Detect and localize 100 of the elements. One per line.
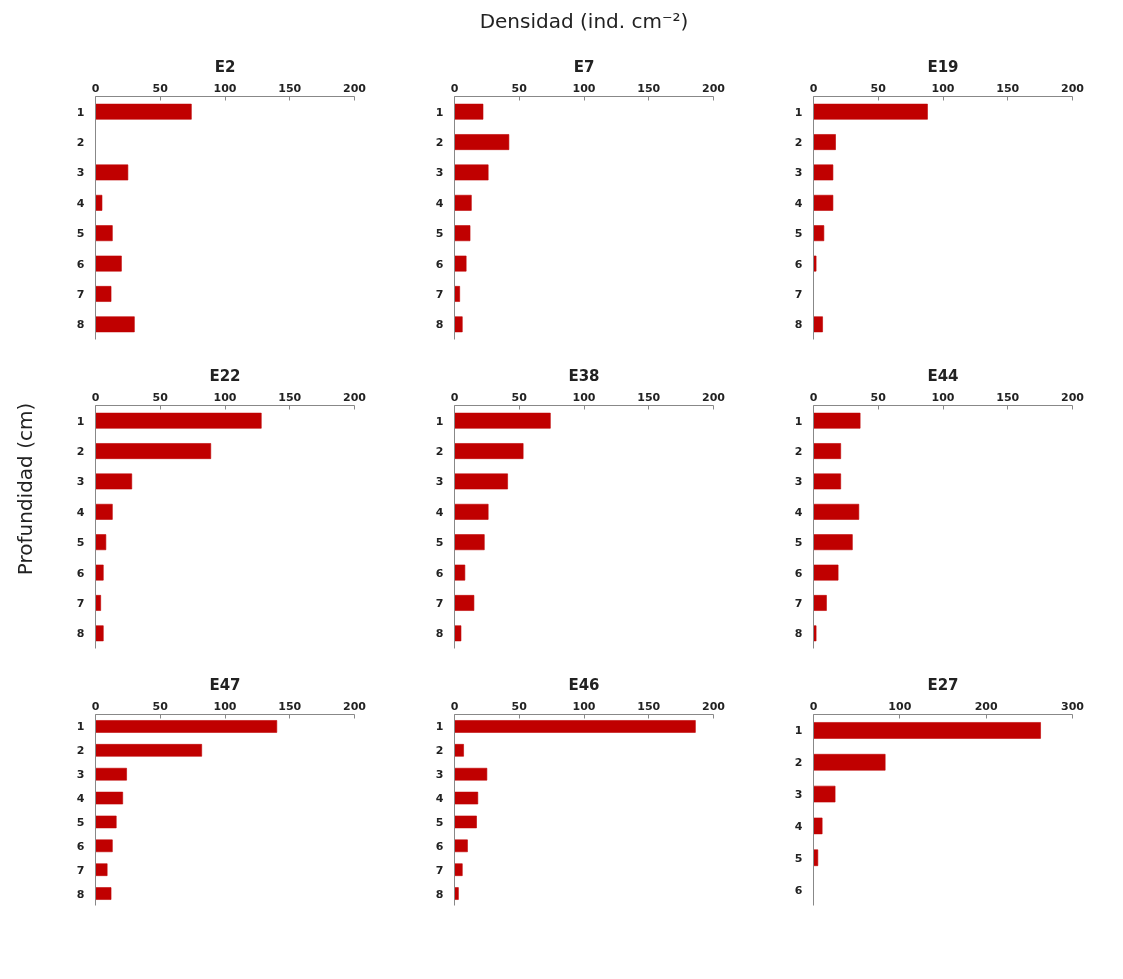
- bar: [454, 503, 489, 520]
- bar: [95, 503, 113, 520]
- x-tick-label: 100: [572, 699, 596, 713]
- bar: [454, 720, 696, 733]
- y-tick-label: 8: [76, 318, 85, 332]
- x-tick-label: 50: [511, 81, 528, 95]
- y-tick-label: 3: [76, 166, 85, 180]
- y-tick-label: 5: [794, 536, 803, 550]
- chart-title: E27: [927, 675, 959, 694]
- bar: [95, 255, 122, 272]
- x-tick-label: 150: [637, 699, 661, 713]
- bar: [454, 887, 459, 900]
- x-tick-label: 0: [450, 390, 459, 404]
- bar: [454, 134, 510, 150]
- y-tick-label: 5: [435, 815, 444, 829]
- y-tick-label: 1: [794, 724, 803, 738]
- y-tick-label: 2: [435, 136, 444, 150]
- y-tick-label: 4: [794, 196, 803, 210]
- bar: [813, 753, 886, 771]
- bar: [813, 564, 839, 581]
- x-tick-label: 0: [809, 699, 818, 713]
- y-tick-label: 6: [794, 566, 803, 580]
- y-tick-label: 1: [435, 720, 444, 734]
- x-tick-label: 50: [152, 390, 169, 404]
- x-tick-label: 0: [809, 81, 818, 95]
- y-tick-label: 3: [435, 475, 444, 489]
- bar: [454, 316, 463, 333]
- y-tick-label: 3: [794, 166, 803, 180]
- bar: [95, 720, 278, 733]
- bar: [813, 225, 825, 242]
- x-axis-title: Densidad (ind. cm⁻²): [479, 9, 689, 33]
- bar: [454, 412, 551, 429]
- bar: [454, 194, 472, 211]
- y-tick-label: 1: [435, 414, 444, 428]
- bar: [454, 164, 489, 181]
- bar: [813, 164, 834, 181]
- bar: [95, 103, 192, 120]
- y-tick-label: 7: [76, 596, 85, 610]
- y-tick-label: 5: [76, 815, 85, 829]
- bar: [454, 286, 460, 302]
- x-tick-label: 100: [572, 81, 596, 95]
- y-tick-label: 6: [794, 883, 803, 897]
- y-tick-label: 6: [76, 839, 85, 853]
- x-tick-label: 150: [278, 699, 302, 713]
- x-tick-label: 150: [637, 390, 661, 404]
- bar: [95, 767, 127, 781]
- y-tick-label: 1: [435, 105, 444, 119]
- bar: [95, 744, 202, 757]
- x-tick-label: 300: [1061, 699, 1085, 713]
- bar: [813, 595, 827, 611]
- y-tick-label: 3: [435, 768, 444, 782]
- x-tick-label: 150: [996, 390, 1020, 404]
- bar: [95, 164, 129, 181]
- x-tick-label: 200: [1061, 390, 1085, 404]
- bar: [95, 473, 133, 490]
- bar: [813, 625, 817, 642]
- chart-title: E47: [209, 675, 241, 694]
- x-tick-label: 50: [152, 699, 169, 713]
- bar: [454, 791, 479, 805]
- bar: [454, 863, 463, 876]
- y-tick-label: 6: [435, 839, 444, 853]
- x-tick-label: 200: [343, 390, 367, 404]
- y-tick-label: 2: [794, 445, 803, 459]
- y-tick-label: 7: [76, 863, 85, 877]
- bar: [454, 767, 488, 781]
- y-tick-label: 8: [76, 627, 85, 641]
- x-tick-label: 50: [511, 390, 528, 404]
- bar: [813, 503, 860, 520]
- y-tick-label: 5: [435, 227, 444, 241]
- y-tick-label: 7: [435, 596, 444, 610]
- bar: [454, 815, 477, 829]
- y-tick-label: 8: [794, 318, 803, 332]
- x-tick-label: 150: [278, 390, 302, 404]
- y-tick-label: 8: [435, 318, 444, 332]
- x-tick-label: 0: [91, 81, 100, 95]
- bar: [95, 412, 262, 429]
- bar: [454, 625, 462, 642]
- y-tick-label: 6: [76, 566, 85, 580]
- y-tick-label: 2: [435, 744, 444, 758]
- y-tick-label: 5: [794, 851, 803, 865]
- bar: [95, 225, 113, 242]
- chart-title: E2: [214, 57, 236, 76]
- bar: [95, 887, 112, 900]
- x-tick-label: 100: [213, 699, 237, 713]
- y-tick-label: 7: [76, 287, 85, 301]
- x-tick-label: 50: [152, 81, 169, 95]
- x-tick-label: 0: [91, 699, 100, 713]
- y-tick-label: 4: [76, 505, 85, 519]
- bar: [95, 595, 101, 611]
- x-tick-label: 0: [809, 390, 818, 404]
- y-tick-label: 7: [794, 596, 803, 610]
- y-tick-label: 2: [435, 445, 444, 459]
- y-tick-label: 3: [794, 475, 803, 489]
- x-tick-label: 100: [888, 699, 912, 713]
- bar: [813, 255, 817, 272]
- y-tick-label: 2: [794, 136, 803, 150]
- bar: [95, 815, 117, 829]
- bar: [454, 564, 466, 581]
- x-tick-label: 50: [511, 699, 528, 713]
- y-tick-label: 1: [76, 720, 85, 734]
